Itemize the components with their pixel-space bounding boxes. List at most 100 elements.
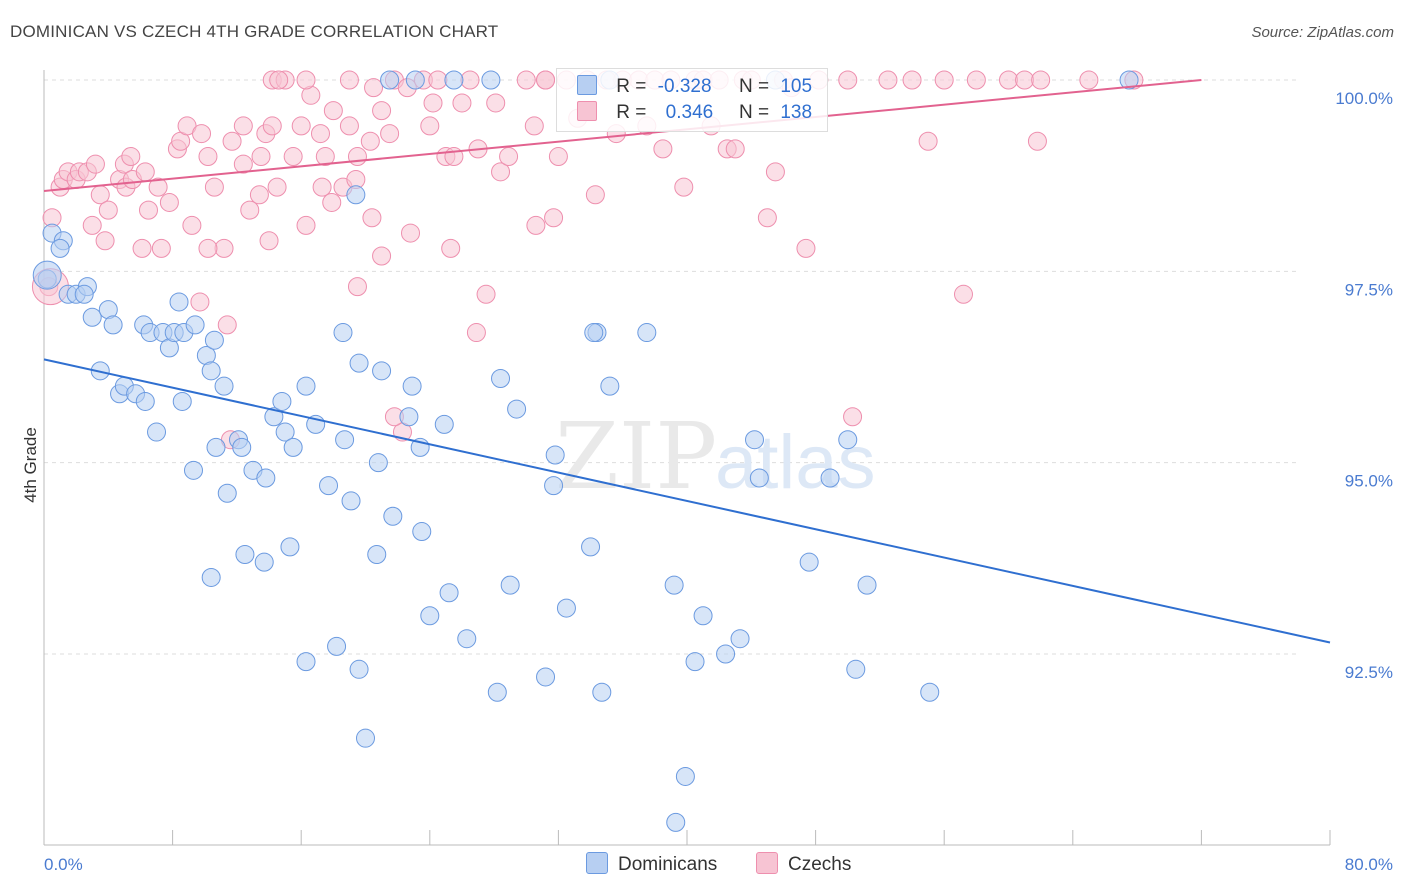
- dominican-point: [206, 437, 226, 457]
- dominican-point: [507, 399, 527, 419]
- dominican-point: [349, 659, 369, 679]
- dominican-swatch: [577, 75, 597, 95]
- dominican-point: [664, 575, 684, 595]
- czech-point: [725, 139, 745, 159]
- czech-point: [222, 131, 242, 151]
- czech-point: [524, 116, 544, 136]
- czech-point: [132, 238, 152, 258]
- czech-point: [296, 215, 316, 235]
- x-tick-label: 0.0%: [44, 855, 83, 874]
- czech-point: [217, 315, 237, 335]
- czech-point: [878, 70, 898, 90]
- dominican-point: [185, 315, 205, 335]
- czech-point: [401, 223, 421, 243]
- czech-legend-swatch: [756, 852, 778, 874]
- dominican-point: [491, 368, 511, 388]
- czech-point: [516, 70, 536, 90]
- czech-point: [159, 192, 179, 212]
- dominican-point: [444, 70, 464, 90]
- dominican-point: [405, 70, 425, 90]
- czech-point: [934, 70, 954, 90]
- czech-point: [372, 101, 392, 121]
- czech-point: [796, 238, 816, 258]
- czech-point: [953, 284, 973, 304]
- czech-point: [486, 93, 506, 113]
- dominican-point: [256, 468, 276, 488]
- dominican-point: [147, 422, 167, 442]
- dominican-point: [103, 315, 123, 335]
- dominican-point: [296, 376, 316, 396]
- legend-n-label: N =: [738, 76, 770, 97]
- czech-point: [999, 70, 1018, 90]
- czech-point: [182, 215, 202, 235]
- czech-swatch: [577, 101, 597, 121]
- dominican-point: [412, 522, 432, 542]
- czech-point: [536, 70, 556, 90]
- dominican-legend-label: Dominicans: [618, 854, 718, 875]
- czech-point: [190, 292, 210, 312]
- czech-point: [653, 139, 673, 159]
- czech-point: [138, 200, 158, 220]
- czech-point: [148, 177, 168, 197]
- czech-point: [310, 124, 330, 144]
- dominican-point: [296, 652, 316, 672]
- dominican-point: [487, 682, 507, 702]
- czech-point: [1079, 70, 1099, 90]
- dominican-point: [341, 491, 361, 511]
- dominican-point: [600, 376, 620, 396]
- dominican-point: [749, 468, 769, 488]
- legend-n-label: N =: [738, 102, 770, 123]
- y-tick-label: 97.5%: [1345, 280, 1393, 299]
- czech-point: [460, 70, 480, 90]
- dominican-point: [169, 292, 189, 312]
- czech-point: [204, 177, 224, 197]
- dominican-point: [500, 575, 520, 595]
- x-tick-label: 80.0%: [1345, 855, 1393, 874]
- source-label: Source: ZipAtlas.com: [1251, 24, 1394, 41]
- dominican-point: [716, 644, 736, 664]
- dominican-point: [356, 728, 375, 748]
- czech-point: [423, 93, 443, 113]
- czech-point: [121, 147, 141, 167]
- dominican-point: [666, 812, 686, 832]
- czech-point: [765, 162, 785, 182]
- dominican-point: [217, 483, 237, 503]
- dominican-point: [319, 476, 339, 496]
- czech-point: [1031, 70, 1051, 90]
- dominican-point: [536, 667, 556, 687]
- correlation-legend: R = -0.328 N = 105 R = 0.346 N = 138: [556, 68, 828, 132]
- czech-point: [544, 208, 564, 228]
- czech-point: [198, 147, 218, 167]
- czech-point: [526, 215, 546, 235]
- chart-title: DOMINICAN VS CZECH 4TH GRADE CORRELATION…: [10, 22, 499, 41]
- legend-item-czechs: Czechs: [756, 852, 851, 876]
- czech-point: [267, 177, 287, 197]
- dominican-point: [349, 353, 369, 373]
- dominican-trend-line: [43, 358, 1331, 644]
- czech-point: [347, 277, 367, 297]
- legend-row-dominicans: R = -0.328 N = 105: [577, 75, 812, 99]
- dominican-point: [32, 260, 62, 290]
- dominican-point: [82, 307, 102, 327]
- czech-point: [151, 238, 171, 258]
- dominican-point: [367, 545, 387, 565]
- czech-point: [1015, 70, 1035, 90]
- czech-point: [466, 323, 486, 343]
- dominican-point: [637, 323, 657, 343]
- dominican-point: [346, 185, 366, 205]
- czech-point: [902, 70, 922, 90]
- czech-point: [491, 162, 511, 182]
- dominican-point: [592, 682, 612, 702]
- dominican-point: [481, 70, 501, 90]
- y-tick-label: 95.0%: [1345, 472, 1393, 491]
- dominican-point: [204, 330, 224, 350]
- czech-point: [441, 238, 461, 258]
- czech-point: [198, 238, 218, 258]
- dominican-point: [327, 636, 347, 656]
- czech-point: [291, 116, 311, 136]
- czech-point: [296, 70, 316, 90]
- czech-point: [372, 246, 392, 266]
- dominican-point: [820, 468, 840, 488]
- czech-point: [548, 147, 568, 167]
